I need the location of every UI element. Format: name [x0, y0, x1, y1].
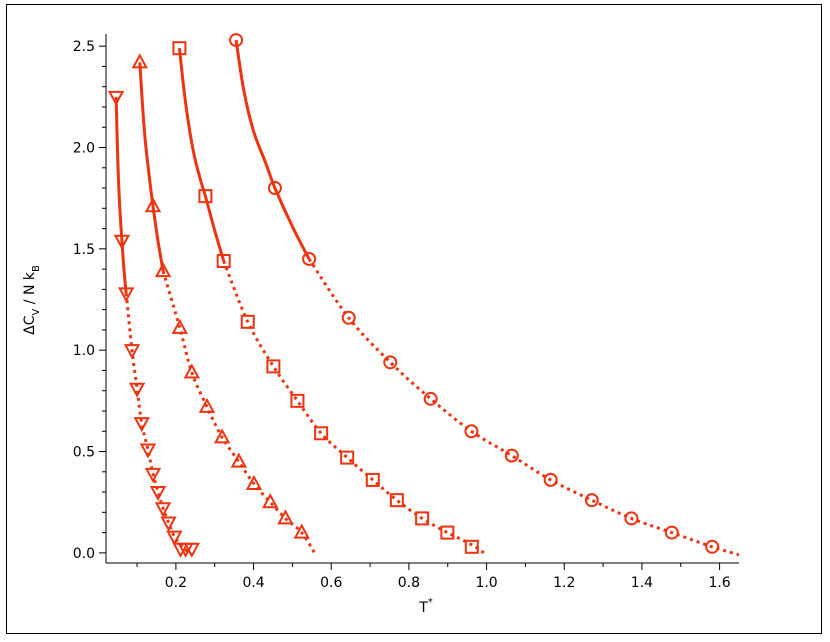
y-tick-label: 2.0: [73, 141, 95, 157]
x-tick-label: 1.4: [631, 575, 653, 591]
series-0-point: [113, 234, 131, 250]
series-1-point: [277, 509, 294, 525]
series-3-point: [229, 33, 244, 48]
series-1-point: [183, 363, 201, 379]
series-2-point: [314, 426, 329, 441]
x-tick-label: 0.2: [165, 575, 187, 591]
series-2-solid-curve: [177, 48, 226, 262]
series-2-point: [290, 393, 305, 408]
series-0-point: [107, 90, 125, 106]
series-2-point: [389, 493, 404, 508]
series-0-point: [144, 467, 162, 483]
series-3-point: [664, 525, 679, 540]
series-0-point: [133, 417, 150, 433]
series-3-point: [624, 511, 639, 526]
series-2-point: [240, 314, 255, 329]
y-axis-label: ΔCV / N kB: [22, 265, 42, 335]
series-2-point: [415, 511, 430, 526]
x-tick-label: 1.2: [553, 575, 575, 591]
series-3-point: [267, 181, 282, 196]
y-tick-label: 0.0: [73, 546, 95, 562]
series-1-point: [245, 474, 263, 490]
series-1-solid-curve: [138, 62, 165, 272]
series-3-point: [423, 391, 438, 406]
series-1-point: [262, 493, 279, 509]
series-2-point: [365, 472, 380, 487]
data-markers: [107, 33, 720, 558]
series-3-point: [504, 448, 519, 463]
series-3-dotted-curve: [307, 258, 740, 557]
series-0-point: [160, 516, 177, 532]
x-tick-label: 0.4: [242, 575, 264, 591]
series-1-point: [154, 262, 172, 278]
x-tick-label: 0.6: [320, 575, 342, 591]
series-3-point: [383, 355, 398, 370]
x-tick-label: 0.8: [398, 575, 420, 591]
series-3-point: [464, 424, 479, 439]
series-1-point: [230, 452, 247, 468]
series-0-point: [123, 344, 141, 360]
series-0-point: [149, 486, 167, 502]
series-1-point: [131, 53, 148, 69]
series-1-point: [144, 197, 162, 213]
series-2-point: [172, 41, 187, 56]
series-3-point: [543, 472, 558, 487]
axes: 0.2 0.4 0.6 0.8 1.0 1.2 1.4 1.6 0.0 0.5 1.0 1.5 2.0 2…: [73, 34, 739, 591]
series-0-point: [128, 382, 146, 398]
series-0-point: [118, 287, 135, 303]
y-tick-label: 2.5: [73, 39, 95, 55]
series-1-point: [213, 428, 231, 444]
series-3-point: [341, 310, 356, 325]
series-3-point: [705, 539, 720, 554]
series-0-point: [166, 530, 183, 546]
series-2-point: [340, 450, 355, 465]
series-3-point: [584, 493, 599, 508]
series-1-point: [171, 318, 188, 334]
y-tick-label: 1.0: [73, 343, 95, 359]
y-tick-label: 1.5: [73, 242, 95, 258]
series-1-point: [198, 397, 216, 413]
series-2-point: [216, 254, 231, 269]
x-tick-label: 1.6: [708, 575, 730, 591]
series-2-dotted-curve: [222, 260, 488, 557]
series-2-point: [198, 189, 213, 204]
figure-frame: [6, 4, 822, 634]
series-0-point: [183, 542, 201, 558]
series-1-point: [293, 523, 310, 539]
series-1-dotted-curve: [161, 270, 317, 556]
series-2-point: [440, 525, 455, 540]
series-0-point: [154, 502, 172, 518]
series-3-solid-curve: [234, 39, 311, 260]
series-3-point: [302, 251, 317, 266]
y-tick-label: 0.5: [73, 445, 95, 461]
x-tick-label: 1.0: [475, 575, 497, 591]
series-2-point: [464, 539, 479, 554]
fit-curves: [114, 39, 740, 557]
series-0-solid-curve: [114, 96, 128, 294]
series-2-point: [266, 359, 281, 374]
x-axis-label: T*: [418, 597, 433, 616]
series-0-point: [139, 443, 157, 459]
